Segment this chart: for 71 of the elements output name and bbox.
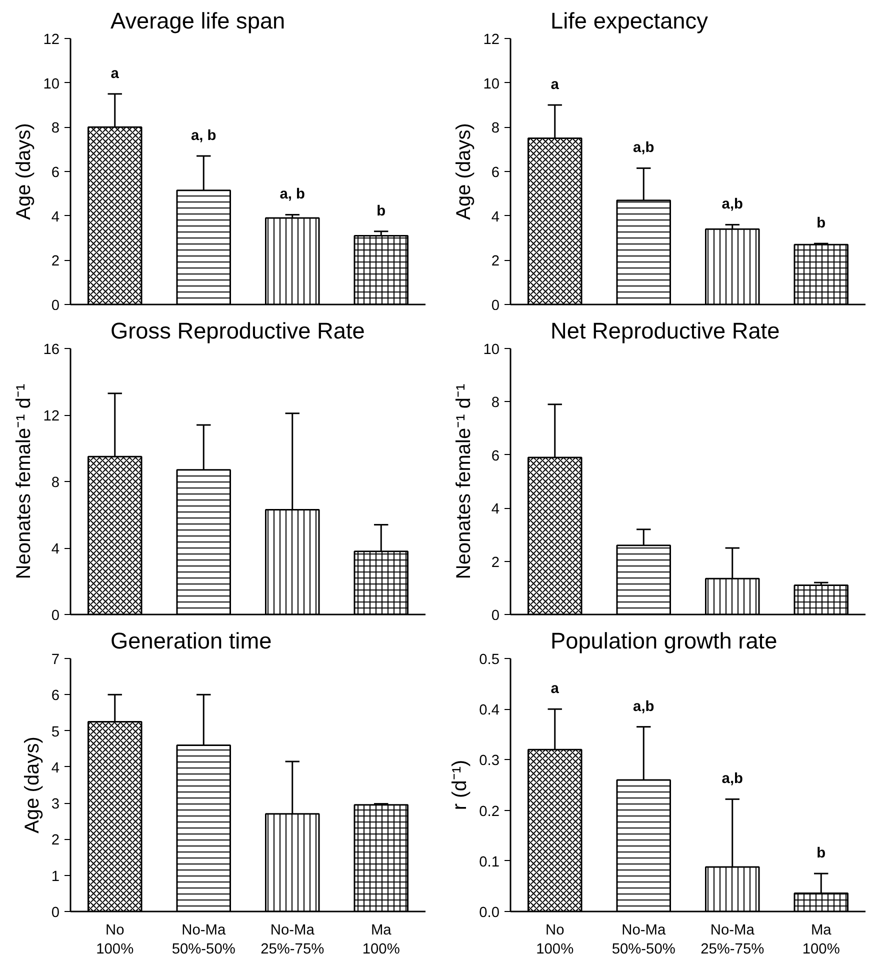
y-axis-title: Neonates female⁻¹ d⁻¹: [13, 384, 36, 580]
chart-title: Average life span: [110, 8, 286, 34]
y-axis-title: Age (days): [21, 736, 44, 834]
y-tick-label: 0.3: [479, 753, 500, 770]
y-tick-label: 10: [483, 342, 500, 358]
y-tick-label: 6: [491, 165, 500, 181]
annotation: a, b: [280, 186, 306, 203]
chart-title: Net Reproductive Rate: [550, 318, 780, 344]
chart-title: Life expectancy: [550, 8, 709, 34]
annotation: a,b: [633, 140, 654, 156]
annotation: a: [550, 77, 560, 93]
y-tick-label: 1: [51, 868, 60, 885]
y-tick-label: 2: [51, 254, 60, 270]
y-axis-title: Neonates female⁻¹ d⁻¹: [453, 384, 476, 580]
y-axis-title: r (d⁻¹): [449, 760, 472, 810]
y-tick-label: 4: [51, 760, 60, 776]
y-axis-title: Age (days): [453, 123, 476, 220]
y-tick-label: 2: [491, 554, 500, 571]
x-tick-label: No-Ma 50%-50%: [612, 922, 676, 958]
annotation: b: [376, 203, 386, 220]
y-tick-label: 0.4: [479, 702, 500, 719]
annotation: b: [816, 216, 826, 232]
y-tick-label: 2: [491, 254, 500, 270]
y-tick-label: 6: [51, 165, 60, 181]
y-tick-label: 0.1: [479, 854, 500, 870]
x-tick-label: Ma 100%: [362, 922, 400, 958]
x-tick-label: No 100%: [96, 922, 134, 958]
x-tick-label: No 100%: [536, 922, 574, 958]
y-tick-label: 6: [51, 688, 60, 704]
y-tick-label: 8: [491, 120, 500, 137]
y-tick-label: 0: [51, 298, 60, 314]
y-tick-label: 0.0: [479, 905, 500, 921]
y-tick-label: 16: [43, 342, 60, 358]
y-tick-label: 8: [51, 475, 60, 491]
y-tick-label: 0.2: [479, 804, 500, 820]
y-tick-label: 0: [51, 608, 60, 624]
x-tick-label: No-Ma 50%-50%: [172, 922, 236, 958]
annotation: a,b: [722, 196, 744, 213]
y-tick-label: 8: [51, 120, 60, 137]
x-tick-label: No-Ma 25%-75%: [260, 922, 324, 958]
annotation: a,b: [633, 698, 654, 715]
annotation: a,b: [722, 771, 744, 788]
y-tick-label: 0: [51, 905, 60, 921]
y-tick-label: 12: [43, 408, 60, 424]
y-tick-label: 5: [51, 724, 60, 740]
y-tick-label: 4: [491, 209, 500, 226]
y-tick-label: 10: [43, 76, 60, 92]
y-tick-label: 12: [43, 32, 60, 48]
y-tick-label: 0: [491, 608, 500, 624]
x-tick-label: No-Ma 25%-75%: [700, 922, 764, 958]
y-tick-label: 10: [483, 76, 500, 92]
y-tick-label: 0.5: [479, 652, 500, 668]
y-tick-label: 4: [51, 542, 60, 558]
y-axis-title: Age (days): [13, 123, 36, 220]
annotation: a: [110, 66, 120, 82]
y-tick-label: 6: [491, 448, 500, 464]
annotation: a: [550, 681, 560, 698]
chart-title: Gross Reproductive Rate: [110, 318, 365, 344]
chart-title: Population growth rate: [550, 628, 778, 654]
y-tick-label: 0: [491, 298, 500, 314]
chart-title: Generation time: [110, 628, 272, 654]
x-tick-label: Ma 100%: [802, 922, 840, 958]
y-tick-label: 7: [51, 652, 60, 668]
y-tick-label: 4: [491, 502, 500, 518]
y-tick-label: 4: [51, 209, 60, 226]
y-tick-label: 12: [483, 32, 500, 48]
y-tick-label: 3: [51, 796, 60, 813]
y-tick-label: 8: [491, 395, 500, 412]
y-tick-label: 2: [51, 832, 60, 849]
annotation: a, b: [191, 128, 216, 144]
annotation: b: [816, 846, 826, 862]
